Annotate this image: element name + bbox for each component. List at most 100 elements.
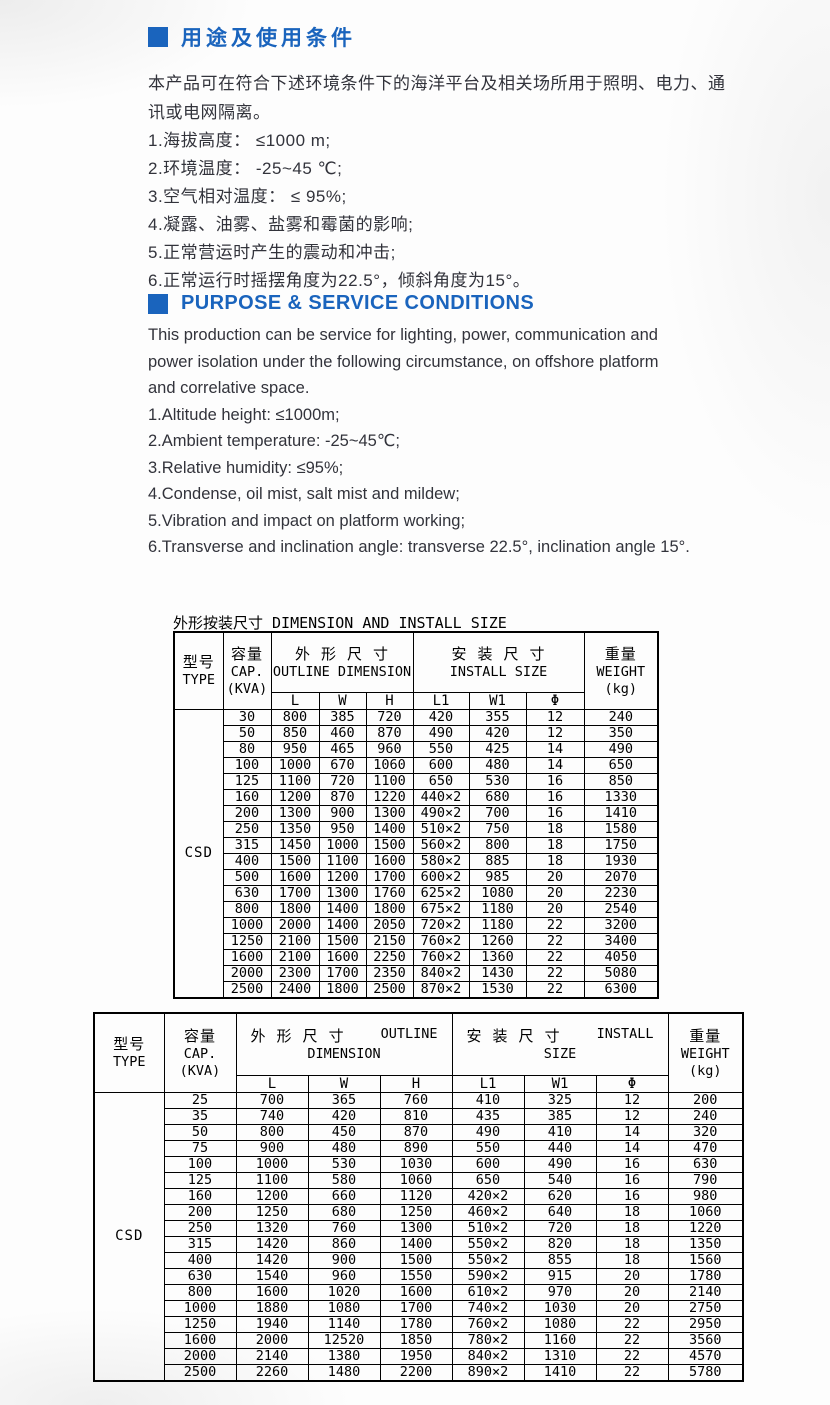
list-item: 4.Condense, oil mist, salt mist and mild… [148,485,460,503]
table-cell: 740 [235,1107,309,1125]
table-cell: 1930 [583,852,659,870]
table-cell: 670 [318,756,367,774]
list-item: 1.Altitude height: ≤1000m; [148,405,340,424]
table-cell: 20 [595,1299,669,1317]
table-cell: 18 [595,1203,669,1221]
table-row: 125 1100 720 1100 650 530 16 850 [174,772,659,790]
table-cell: 2750 [667,1299,744,1317]
table-cell: 420 [412,708,470,726]
table-cell: 1100 [318,852,367,870]
table-cell: 1800 [318,980,367,998]
table-cell: 1530 [468,980,527,998]
table-cell: 1600 [379,1283,453,1301]
table-cell: 510×2 [451,1219,525,1237]
cn-condition-list: 1.海拔高度： ≤1000 m; 2.环境温度： -25~45 ℃; 3.空气相… [148,127,768,295]
table-cell: 4050 [583,948,659,966]
table-cell: 22 [525,948,585,966]
table-cell: 1400 [318,916,367,934]
table-cell: 550 [451,1139,525,1157]
table-cell: 1750 [583,836,659,854]
table-cell: 22 [525,932,585,950]
table-cell: 1000 [270,756,320,774]
table-cell: 1450 [270,836,320,854]
table-cell: 1300 [270,804,320,822]
table-cell: 1500 [379,1251,453,1269]
table-cell: 1200 [318,868,367,886]
table-cell: 470 [667,1139,744,1157]
table-cell: 125 [163,1171,237,1189]
table-cell: 1200 [235,1187,309,1205]
col-header-W: W [318,691,367,710]
table-row: 160 1200 870 1220 440×2 680 16 1330 [174,788,659,806]
table-cell: 12 [595,1091,669,1109]
table-cell: 1880 [235,1299,309,1317]
table-cell: 1950 [379,1347,453,1365]
table-cell: 750 [468,820,527,838]
table-cell: 3200 [583,916,659,934]
list-item: 2.环境温度： -25~45 ℃; [148,159,343,178]
table-cell: 1160 [523,1331,597,1349]
table-row: 1600 2100 1600 2250 760×2 1360 22 4050 [174,948,659,966]
table-cell: 160 [163,1187,237,1205]
table-cell: 680 [468,788,527,806]
table-cell: 5080 [583,964,659,982]
table-cell: 200 [163,1203,237,1221]
table-header: 型号 TYPE 容量 CAP. (KVA) 外 形 尺 寸 OUTLINE DI… [173,631,659,710]
table-cell: 1420 [235,1251,309,1269]
table-cell: 20 [525,868,585,886]
table-cell: 50 [222,724,272,742]
en-purpose-section: PURPOSE & SERVICE CONDITIONS This produc… [148,292,808,561]
table-row: 50 850 460 870 490 420 12 350 [174,724,659,742]
table-cell: 1410 [523,1363,597,1381]
table-cell: 1030 [379,1155,453,1173]
table-cell: 1220 [667,1219,744,1237]
table-cell: 100 [222,756,272,774]
table-cell: 1400 [318,900,367,918]
table-cell: 550×2 [451,1251,525,1269]
table-cell: 1800 [270,900,320,918]
table-cell: 600×2 [412,868,470,886]
table-cell: 1360 [468,948,527,966]
table-cell: 2350 [365,964,414,982]
table-cell: 950 [270,740,320,758]
table-row: 315 1420 860 1400 550×2 820 18 1350 [94,1235,744,1253]
dimension-table-2-block: 型号 TYPE 容量 CAP. (KVA) 外 形 尺 寸 OUTLINE DI… [93,1012,744,1382]
table-cell: 2500 [163,1363,237,1381]
table-cell: 50 [163,1123,237,1141]
table-cell: 1600 [222,948,272,966]
table-cell: 2200 [379,1363,453,1381]
list-item: 5.正常营运时产生的震动和冲击; [148,243,396,262]
table-cell: 640 [523,1203,597,1221]
table-cell: 870×2 [412,980,470,998]
table-cell: 870 [379,1123,453,1141]
table-cell: 720 [365,708,414,726]
table-cell: 22 [595,1315,669,1333]
table-row: 250 1350 950 1400 510×2 750 18 1580 [174,820,659,838]
table-cell: 12 [525,708,585,726]
table-cell: 1120 [379,1187,453,1205]
table-cell: 18 [525,820,585,838]
table-body: CSD 30 800 385 720 420 355 12 240 50 850 460 870 490 4… [173,708,659,998]
table-cell: 540 [523,1171,597,1189]
table-cell: 870 [318,788,367,806]
table-cell: 490 [412,724,470,742]
table-cell: 820 [523,1235,597,1253]
table-cell: 440 [523,1139,597,1157]
table-cell: 530 [307,1155,381,1173]
table-cell: 810 [379,1107,453,1125]
list-item: 3.空气相对温度： ≤ 95%; [148,187,347,206]
table-cell: 600 [451,1155,525,1173]
cn-intro-paragraph: 本产品可在符合下述环境条件下的海洋平台及相关场所用于照明、电力、通讯或电网隔离。 [148,74,726,122]
table-cell: 610×2 [451,1283,525,1301]
table-cell: 950 [318,820,367,838]
table-cell: 1080 [307,1299,381,1317]
table-row: 250 1320 760 1300 510×2 720 18 1220 [94,1219,744,1237]
table-cell: 1700 [365,868,414,886]
table-cell: 480 [307,1139,381,1157]
table-cell: 860 [307,1235,381,1253]
table-row: 1000 1880 1080 1700 740×2 1030 20 2750 [94,1299,744,1317]
table-cell: 1540 [235,1267,309,1285]
table-cell: 200 [222,804,272,822]
list-item: 6.Transverse and inclination angle: tran… [148,538,690,556]
table-cell: 30 [222,708,272,726]
